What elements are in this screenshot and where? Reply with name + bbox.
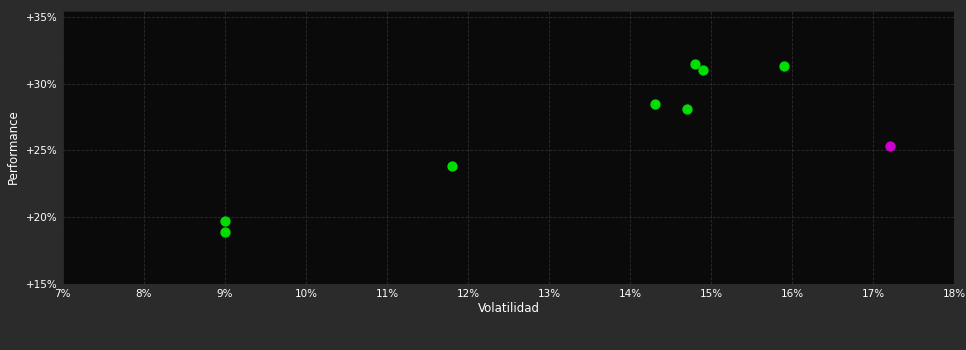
- Point: [687, 61, 702, 66]
- Point: [696, 68, 711, 73]
- Point: [679, 106, 695, 112]
- Point: [882, 144, 897, 149]
- Point: [217, 229, 233, 234]
- Point: [647, 101, 663, 106]
- Point: [777, 64, 792, 69]
- Y-axis label: Performance: Performance: [7, 110, 20, 184]
- X-axis label: Volatilidad: Volatilidad: [477, 302, 540, 315]
- Point: [217, 218, 233, 224]
- Point: [444, 163, 460, 169]
